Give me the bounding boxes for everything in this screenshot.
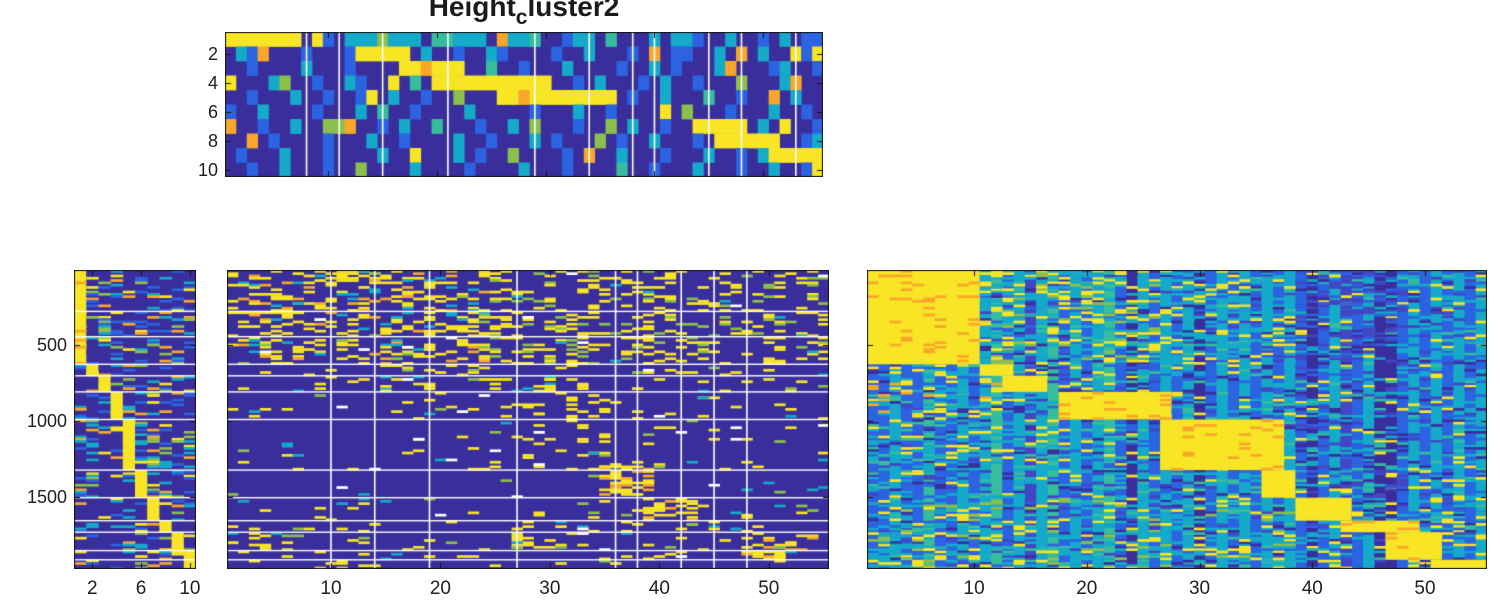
title-main: Height xyxy=(428,0,516,22)
x-tick-label: 6 xyxy=(135,578,147,599)
x-tick-label: 30 xyxy=(539,578,561,599)
y-tick-label: 10 xyxy=(197,159,218,180)
title-subscript: c xyxy=(515,6,528,29)
x-tick-label: 40 xyxy=(1301,578,1323,599)
bottom-left-heatmap-panel xyxy=(74,270,196,569)
y-tick-label: 2 xyxy=(207,43,218,64)
x-tick-label: 40 xyxy=(648,578,670,599)
bottom-middle-heatmap-canvas xyxy=(227,270,829,569)
y-tick-label: 500 xyxy=(36,335,67,356)
y-tick-label: 1500 xyxy=(26,486,67,507)
title-tail: luster2 xyxy=(527,0,620,22)
x-tick-label: 20 xyxy=(429,578,452,599)
x-tick-label: 50 xyxy=(758,578,780,599)
top-heatmap-panel xyxy=(225,32,823,177)
bottom-middle-heatmap-panel xyxy=(227,270,829,569)
y-tick-label: 4 xyxy=(207,72,218,93)
bottom-right-heatmap-canvas xyxy=(867,270,1487,569)
x-tick-label: 10 xyxy=(179,578,201,599)
x-tick-label: 20 xyxy=(1076,578,1098,599)
y-tick-label: 8 xyxy=(207,130,218,151)
bottom-right-heatmap-panel xyxy=(867,270,1487,569)
y-tick-label: 6 xyxy=(207,101,218,122)
x-tick-label: 10 xyxy=(963,578,985,599)
y-tick-label: 1000 xyxy=(26,411,67,432)
figure-title: Heightcluster2 xyxy=(225,0,823,30)
x-tick-label: 2 xyxy=(87,578,98,599)
bottom-left-heatmap-canvas xyxy=(74,270,196,569)
x-tick-label: 10 xyxy=(320,578,342,599)
x-tick-label: 30 xyxy=(1188,578,1211,599)
x-tick-label: 50 xyxy=(1414,578,1436,599)
top-heatmap-canvas xyxy=(225,32,823,177)
